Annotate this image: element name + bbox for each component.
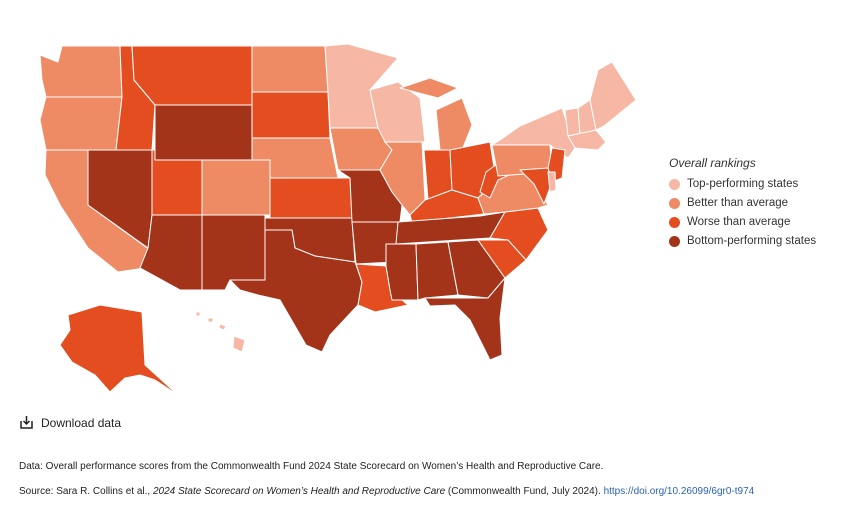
state-new-mexico[interactable]: [201, 214, 266, 291]
state-colorado[interactable]: [201, 159, 271, 216]
state-massachusetts[interactable]: [567, 129, 607, 151]
legend-label-worse: Worse than average: [687, 216, 791, 228]
legend-item-bottom: Bottom-performing states: [669, 234, 839, 248]
source-note: Source: Sara R. Collins et al., 2024 Sta…: [19, 486, 754, 497]
download-icon: [20, 416, 33, 429]
us-states-map: [39, 43, 637, 396]
state-wisconsin[interactable]: [369, 81, 426, 143]
state-mississippi[interactable]: [385, 243, 419, 301]
download-data-button[interactable]: Download data: [19, 415, 121, 430]
download-data-label: Download data: [41, 415, 122, 430]
legend-swatch-top: [669, 179, 680, 190]
state-kansas[interactable]: [269, 177, 353, 219]
legend-label-better: Better than average: [687, 197, 789, 209]
state-florida[interactable]: [424, 277, 506, 361]
legend-title: Overall rankings: [669, 156, 756, 170]
source-title: 2024 State Scorecard on Women’s Health a…: [152, 486, 446, 497]
state-vermont[interactable]: [564, 107, 581, 137]
state-illinois[interactable]: [379, 141, 426, 216]
legend-item-worse: Worse than average: [669, 215, 839, 229]
data-note: Data: Overall performance scores from th…: [19, 461, 604, 472]
state-texas[interactable]: [229, 229, 363, 353]
map-legend: Overall rankings Top-performing states B…: [669, 156, 839, 253]
source-suffix: (Commonwealth Fund, July 2024).: [445, 486, 604, 497]
legend-swatch-better: [669, 198, 680, 209]
state-north-dakota[interactable]: [251, 45, 329, 93]
state-hawaii[interactable]: [195, 311, 246, 353]
state-delaware[interactable]: [547, 171, 557, 193]
source-doi-link[interactable]: https://doi.org/10.26099/6gr0-t974: [603, 486, 755, 497]
state-south-dakota[interactable]: [251, 91, 331, 139]
legend-item-top: Top-performing states: [669, 177, 839, 191]
state-michigan[interactable]: [399, 77, 473, 151]
state-maine[interactable]: [589, 61, 637, 131]
state-montana[interactable]: [131, 45, 253, 106]
state-new-york[interactable]: [491, 107, 576, 159]
state-alabama[interactable]: [415, 241, 459, 301]
source-prefix: Source: Sara R. Collins et al.,: [19, 486, 153, 497]
legend-swatch-worse: [669, 217, 680, 228]
legend-label-bottom: Bottom-performing states: [687, 235, 817, 247]
state-oregon[interactable]: [39, 96, 123, 151]
state-utah[interactable]: [151, 149, 203, 216]
state-maryland[interactable]: [519, 167, 553, 205]
state-alaska[interactable]: [59, 304, 179, 396]
state-washington[interactable]: [39, 45, 123, 98]
legend-item-better: Better than average: [669, 196, 839, 210]
legend-swatch-bottom: [669, 236, 680, 247]
legend-label-top: Top-performing states: [687, 178, 799, 190]
state-wyoming[interactable]: [154, 104, 253, 161]
